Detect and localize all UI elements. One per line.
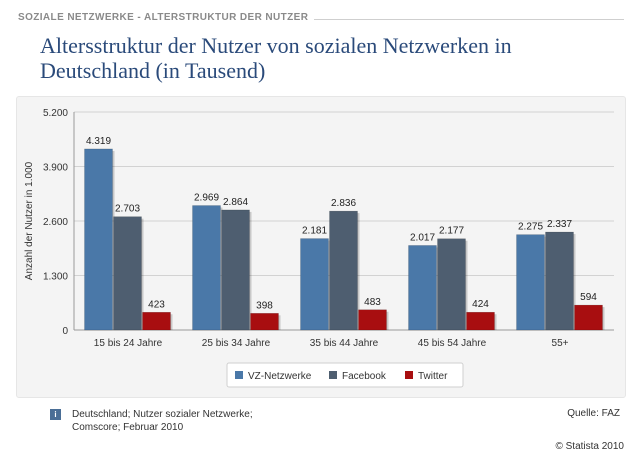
legend-swatch — [405, 371, 413, 379]
data-label: 2.969 — [194, 193, 219, 204]
legend-label: Twitter — [418, 371, 448, 382]
x-tick-label: 15 bis 24 Jahre — [94, 338, 163, 349]
y-tick-label: 2.600 — [43, 217, 68, 228]
copyright-label: © Statista 2010 — [555, 441, 624, 452]
bar — [545, 231, 574, 331]
bar — [192, 205, 221, 331]
y-tick-label: 0 — [62, 326, 68, 337]
data-label: 2.275 — [518, 222, 543, 233]
legend-label: VZ-Netzwerke — [248, 371, 312, 382]
bar — [408, 245, 437, 331]
x-tick-label: 25 bis 34 Jahre — [202, 338, 271, 349]
bar — [113, 216, 142, 331]
bar — [221, 209, 250, 331]
bar — [466, 311, 495, 331]
chart-title: Altersstruktur der Nutzer von sozialen N… — [40, 33, 512, 83]
data-label: 4.319 — [86, 136, 111, 147]
bar — [329, 210, 358, 331]
y-tick-label: 3.900 — [43, 163, 68, 174]
data-label: 2.337 — [547, 219, 572, 230]
bar — [574, 304, 603, 331]
bar — [437, 238, 466, 331]
bar — [142, 312, 171, 331]
legend-swatch — [235, 371, 243, 379]
x-tick-label: 55+ — [552, 338, 569, 349]
data-label: 2.836 — [331, 198, 356, 209]
bar — [250, 313, 279, 331]
bar — [84, 148, 113, 331]
legend-label: Facebook — [342, 371, 387, 382]
legend — [226, 362, 464, 388]
bar — [516, 234, 545, 331]
data-label: 594 — [580, 292, 597, 303]
data-label: 483 — [364, 297, 381, 308]
data-label: 2.017 — [410, 232, 435, 243]
data-label: 398 — [256, 300, 273, 311]
header-divider — [18, 19, 624, 20]
data-label: 2.703 — [115, 204, 140, 215]
data-label: 2.864 — [223, 197, 248, 208]
bar — [300, 238, 329, 331]
data-label: 2.177 — [439, 226, 464, 237]
y-axis-label: Anzahl der Nutzer in 1.000 — [24, 161, 35, 280]
bar — [358, 309, 387, 331]
data-label: 424 — [472, 299, 489, 310]
info-text: Deutschland; Nutzer sozialer Netzwerke; … — [72, 408, 332, 434]
header-row: SOZIALE NETZWERKE - ALTERSTRUKTUR DER NU… — [18, 12, 624, 28]
x-tick-label: 45 bis 54 Jahre — [418, 338, 487, 349]
info-icon[interactable]: i — [50, 409, 61, 420]
data-label: 423 — [148, 299, 165, 310]
section-label: SOZIALE NETZWERKE - ALTERSTRUKTUR DER NU… — [18, 12, 315, 23]
y-tick-label: 5.200 — [43, 108, 68, 119]
info-line-1: Deutschland; Nutzer sozialer Netzwerke; — [72, 409, 253, 420]
info-line-2: Comscore; Februar 2010 — [72, 422, 184, 433]
x-tick-label: 35 bis 44 Jahre — [310, 338, 379, 349]
y-tick-label: 1.300 — [43, 272, 68, 283]
data-label: 2.181 — [302, 226, 327, 237]
source-label: Quelle: FAZ — [567, 408, 620, 419]
legend-swatch — [329, 371, 337, 379]
